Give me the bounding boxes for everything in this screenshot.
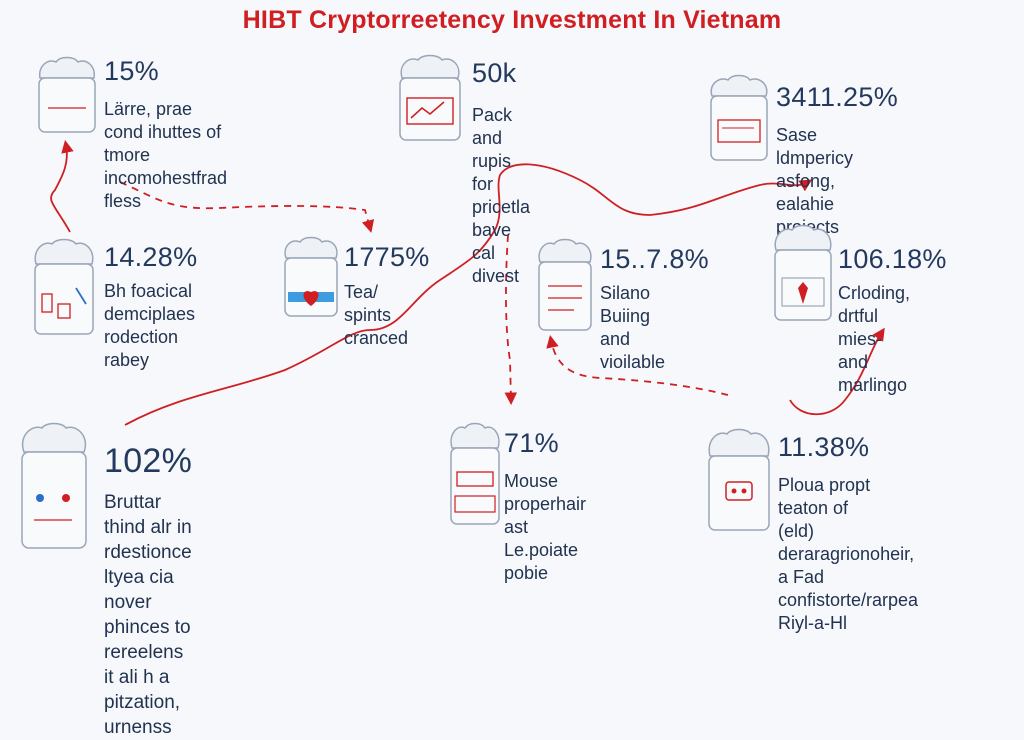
heart-bag-icon <box>284 236 338 317</box>
stat-value: 15% <box>104 56 159 86</box>
stat-value: 3411.25% <box>776 82 899 112</box>
stat-value: 11.38% <box>778 432 870 462</box>
box-bag-icon <box>450 422 500 525</box>
people-bag-icon <box>21 422 87 549</box>
document-bag-icon <box>710 74 768 161</box>
stat-value: 102% <box>104 442 193 480</box>
stat-value: 50k <box>472 58 517 88</box>
robot-bag-icon <box>708 428 770 531</box>
chart-bag-icon <box>399 54 461 141</box>
stat-value: 14.28% <box>104 242 198 272</box>
stat-value: 1775% <box>344 242 430 272</box>
arrow-1 <box>50 140 74 233</box>
arrow-3 <box>124 163 813 426</box>
stat-description: Crloding, drtful mies-and marlingo <box>838 283 911 395</box>
tools-bag-icon <box>34 238 94 335</box>
bag-icon <box>38 56 96 133</box>
stat-description: Tea/ spints cranced <box>344 282 409 348</box>
stat-description: Sase ldmpericy asfong, ealahie projects <box>776 125 854 237</box>
stat-value: 106.18% <box>838 244 947 274</box>
receipt-bag-icon <box>538 238 592 331</box>
stat-description: Mouse properhair ast Le.poiate pobie <box>504 471 587 583</box>
stat-description: Bh foacical demciplaes rodection rabey <box>104 281 196 370</box>
stat-description: Pack and rupis for pricetla bave cal div… <box>472 105 531 286</box>
stat-value: 71% <box>504 428 559 458</box>
stat-description: Bruttar thind alr in rdestionce ltyea ci… <box>104 492 192 738</box>
stat-description: Lärre, prae cond ihuttes of tmore incomo… <box>104 99 228 211</box>
stat-description: Ploua propt teaton of (eld) deraragriono… <box>778 475 919 633</box>
tie-bag-icon <box>774 224 832 321</box>
stat-value: 15..7.8% <box>600 244 709 274</box>
page-title: HIBT Cryptorreetency Investment In Vietn… <box>242 6 782 34</box>
stat-description: Silano Buiing and vioilable <box>600 283 666 372</box>
